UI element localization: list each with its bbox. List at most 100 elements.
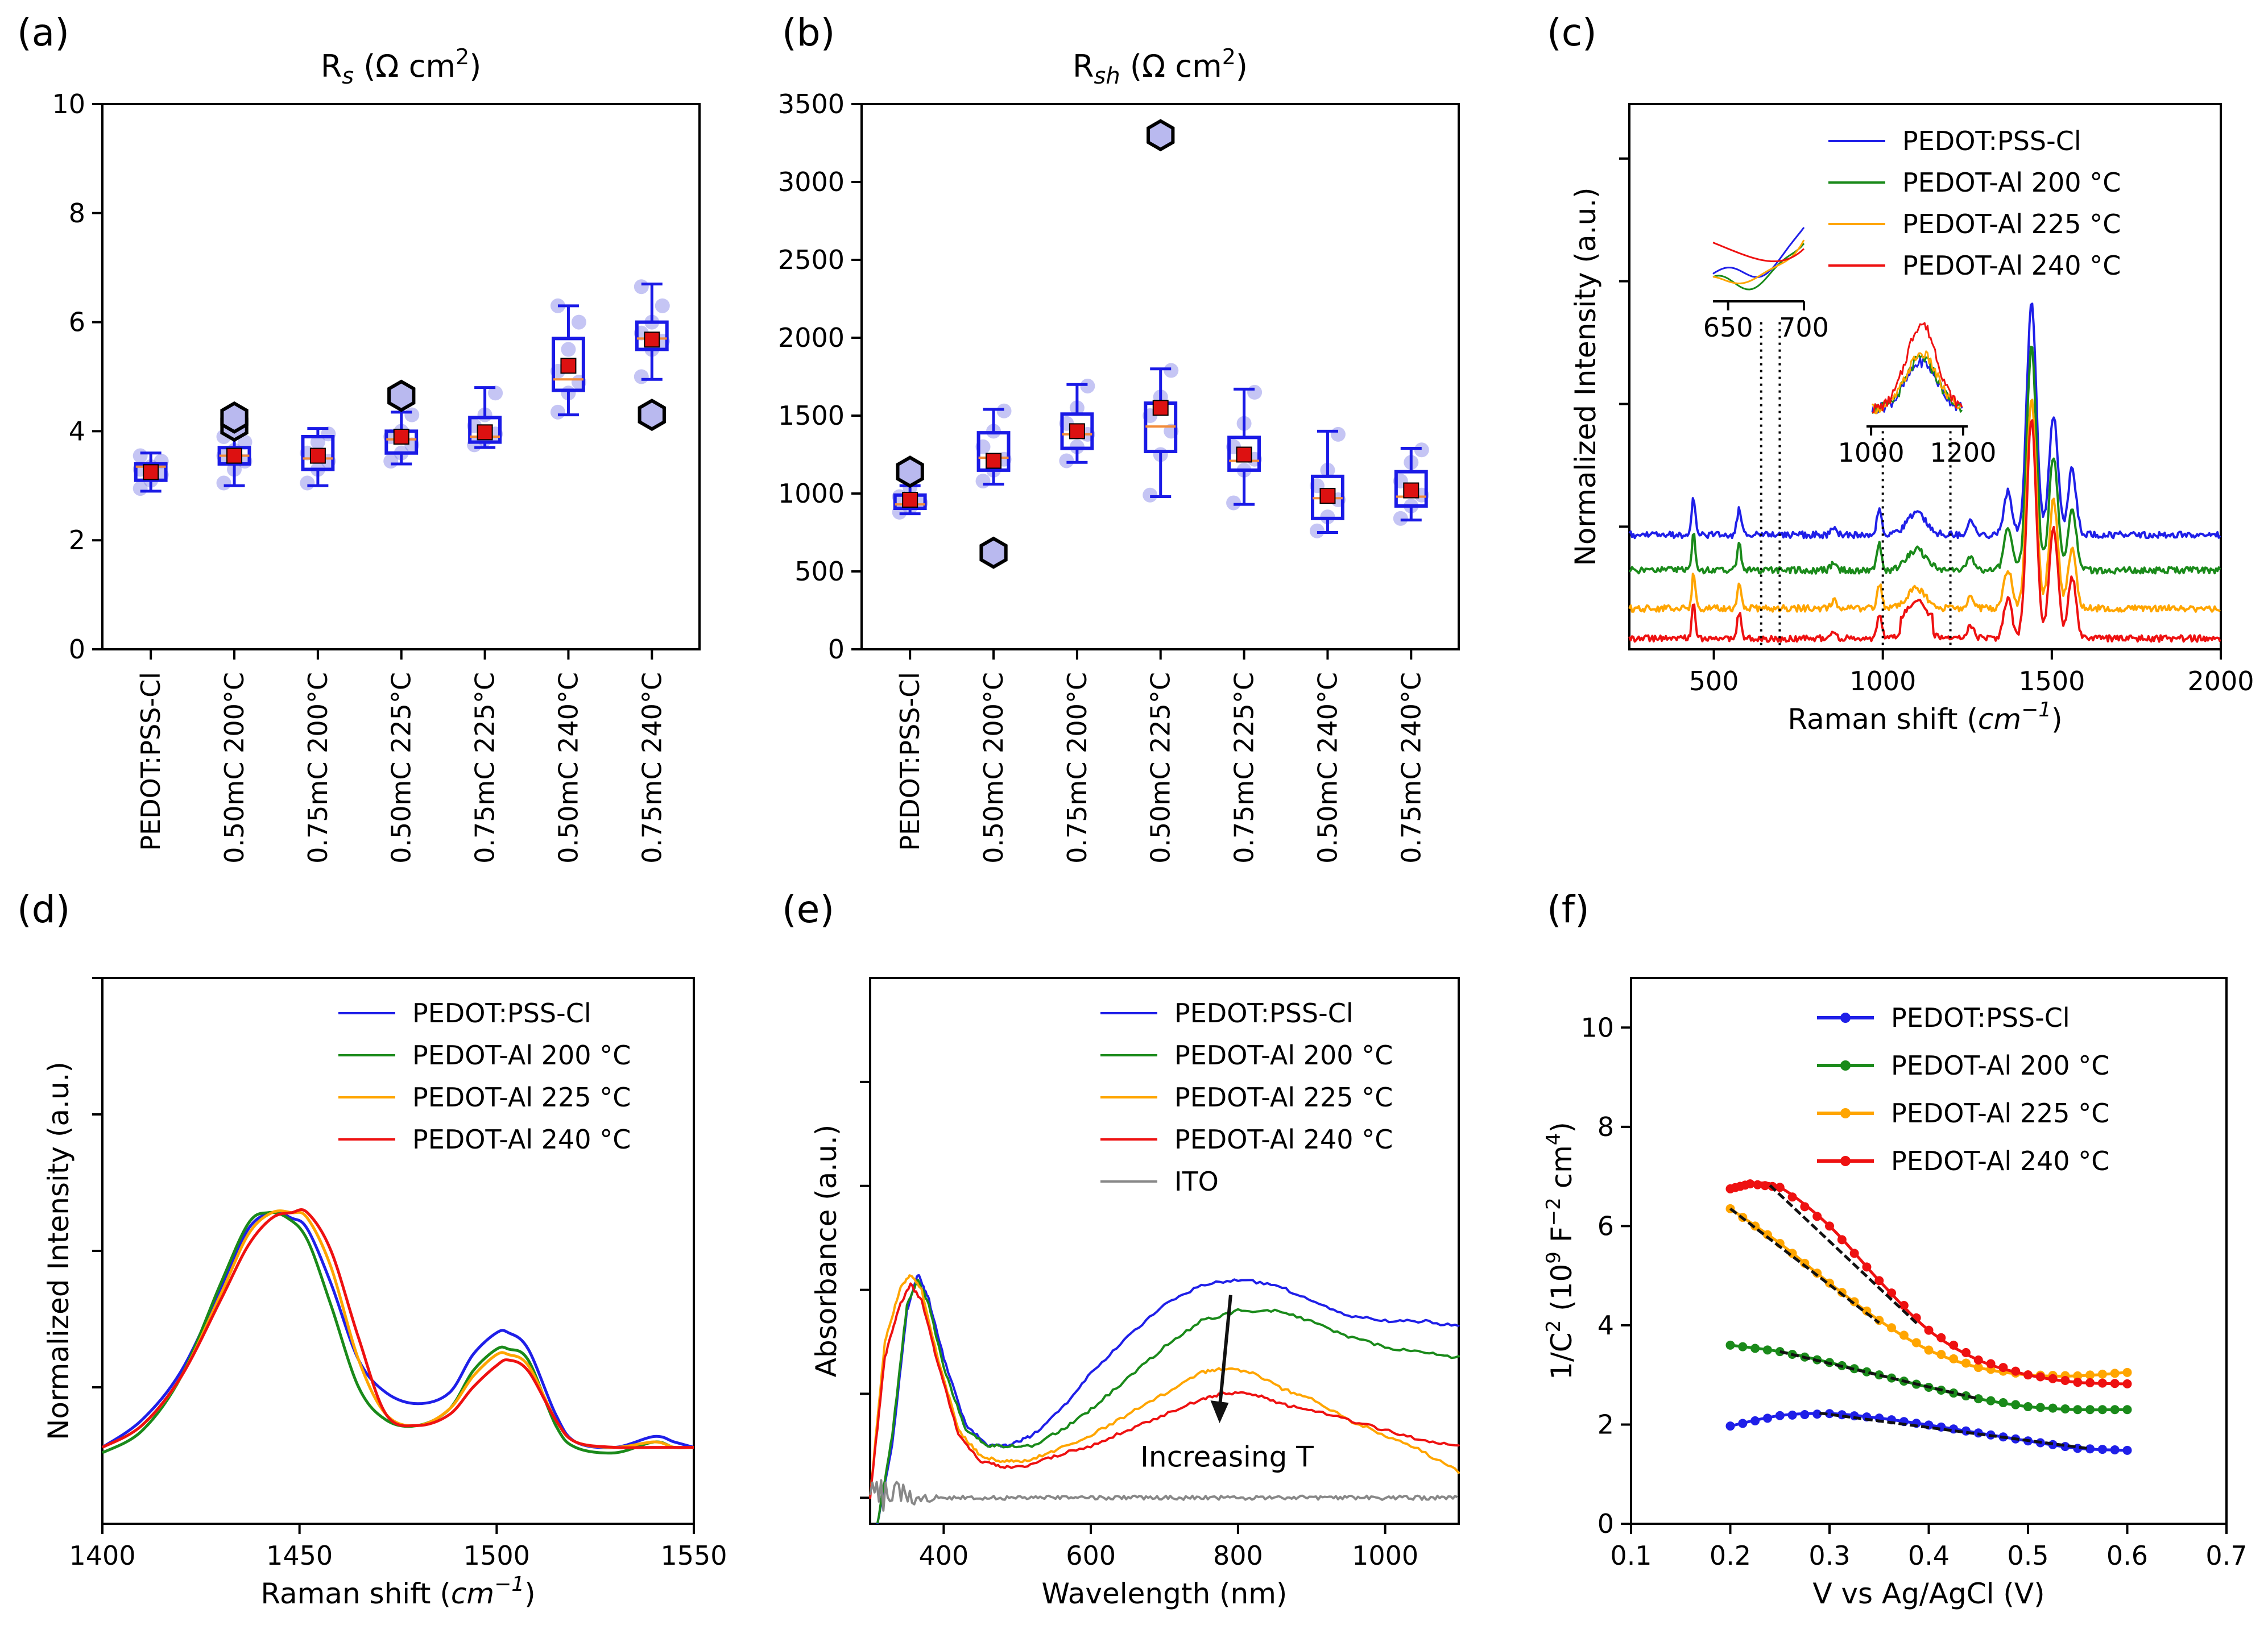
legend-entry: PEDOT-Al 240 °C	[1891, 1146, 2109, 1176]
y-tick-label: 0	[69, 634, 85, 665]
y-label-sup: 9	[1542, 1251, 1565, 1264]
series-marker	[1800, 1410, 1810, 1419]
series-marker	[2122, 1367, 2132, 1377]
y-tick-label: 3500	[778, 89, 845, 119]
category-label: 0.75mC 225°C	[470, 672, 500, 864]
x-tick-label: 0.6	[2106, 1540, 2148, 1571]
box	[134, 462, 168, 482]
series-marker	[2073, 1371, 2083, 1380]
legend-entry: PEDOT:PSS-Cl	[412, 998, 591, 1029]
data-point	[1393, 511, 1408, 526]
category-label: 0.75mC 225°C	[1229, 672, 1260, 864]
category-label: 0.50mC 200°C	[219, 672, 250, 864]
x-label-sup: −1	[494, 1573, 524, 1596]
legend-entry: PEDOT-Al 200 °C	[1891, 1050, 2109, 1081]
y-tick-label: 2	[69, 525, 85, 555]
legend-marker	[1840, 1156, 1851, 1166]
panel-c: (c) 500 1000 1500 2000 Raman shift (cm−1) Norm…	[1547, 11, 2254, 736]
data-point	[634, 279, 649, 295]
x-axis-label: Raman shift (cm−1)	[1787, 698, 2062, 736]
series-marker	[2060, 1404, 2070, 1413]
series-marker	[1753, 1180, 1762, 1189]
x-label-text: Wavelength (nm)	[1042, 1577, 1288, 1610]
mean-marker	[477, 424, 493, 441]
series-marker	[1949, 1340, 1959, 1350]
series-marker	[1936, 1333, 1946, 1342]
inset1-line	[1712, 243, 1805, 291]
series-marker	[1874, 1276, 1884, 1286]
mean-marker	[902, 491, 918, 508]
series-marker	[1800, 1202, 1810, 1212]
data-point	[237, 434, 253, 450]
x-label-unit: cm	[451, 1577, 494, 1610]
panel-f: (f) 0.1 0.2 0.3 0.4 0.5 0.6 0.7 0 2 4 6 8 10 V vs Ag/A…	[1542, 888, 2248, 1610]
y-label-sup: 2	[1542, 1320, 1565, 1333]
x-tick-label: 0.5	[2007, 1540, 2048, 1571]
series-marker	[2122, 1379, 2132, 1388]
category-label: 0.50mC 225°C	[1145, 672, 1176, 864]
spectrum-line	[1628, 399, 2221, 613]
y-axis-label: Absorbance (a.u.)	[810, 1125, 843, 1377]
series-marker	[1849, 1249, 1859, 1258]
data-point	[1414, 442, 1429, 458]
category-label: 0.75mC 200°C	[1062, 672, 1092, 864]
y-tick-label: 2500	[778, 244, 845, 275]
series-marker	[2110, 1405, 2120, 1415]
x-tick-label: 1000	[1352, 1540, 1418, 1571]
series-marker	[1998, 1363, 2008, 1373]
series-marker	[2073, 1405, 2083, 1415]
y-tick-label: 500	[794, 556, 845, 587]
x-label-close: )	[524, 1577, 536, 1610]
series-marker	[1949, 1354, 1959, 1363]
panel-title: Rsh (Ω cm2)	[1073, 44, 1248, 89]
mean-marker	[1319, 488, 1336, 504]
outlier-marker	[1147, 119, 1175, 152]
y-label-sup: 4	[1542, 1133, 1565, 1146]
plot-frame-c	[1628, 103, 2222, 650]
x-tick-label: 600	[1066, 1540, 1116, 1571]
box	[1060, 412, 1094, 450]
series-marker	[1787, 1410, 1797, 1420]
legend-entry: PEDOT-Al 225 °C	[1902, 209, 2121, 239]
series-marker	[1862, 1262, 1872, 1272]
series-marker	[1762, 1413, 1772, 1423]
legend-entry: PEDOT-Al 225 °C	[412, 1082, 631, 1113]
panel-label-d: (d)	[17, 888, 70, 931]
series-marker	[1762, 1230, 1772, 1239]
panel-label-a: (a)	[17, 11, 69, 55]
title-units: (Ω cm	[1130, 48, 1222, 84]
title-units: (Ω cm	[363, 48, 456, 84]
series-marker	[1750, 1344, 1760, 1353]
series-marker	[2110, 1445, 2120, 1454]
y-tick-label: 0	[1597, 1508, 1614, 1539]
x-tick-label: 400	[918, 1540, 969, 1571]
legend-marker	[1840, 1060, 1851, 1071]
panel-b: (b) 0 500 1000 1500 2000 2500 3000 3500 Rsh (Ω cm…	[778, 11, 1460, 864]
x-tick-label: 0.4	[1908, 1540, 1950, 1571]
plot-frame-e	[869, 977, 1460, 1525]
legend-entry: PEDOT-Al 240 °C	[1902, 250, 2121, 281]
legend-entry: ITO	[1174, 1166, 1219, 1197]
data-point	[310, 434, 325, 450]
y-tick-label: 0	[828, 634, 845, 665]
mean-marker	[1152, 400, 1169, 416]
x-axis-label: V vs Ag/AgCl (V)	[1812, 1577, 2044, 1610]
legend-marker	[1840, 1013, 1851, 1023]
annotation-text: Increasing T	[1140, 1440, 1314, 1473]
series-marker	[1887, 1323, 1897, 1333]
box	[976, 431, 1011, 472]
data-point	[571, 314, 586, 330]
category-label: 0.75mC 240°C	[636, 672, 667, 864]
y-label-part: F	[1545, 1226, 1578, 1251]
series-marker	[1986, 1396, 1996, 1406]
data-point	[1059, 453, 1074, 469]
series-line	[869, 1274, 1460, 1497]
panel-label-f: (f)	[1547, 888, 1590, 931]
inset2-line	[1872, 322, 1963, 413]
title-close: )	[1236, 48, 1248, 84]
data-point	[1080, 378, 1095, 393]
inset1-line	[1712, 227, 1805, 278]
box	[1394, 470, 1428, 508]
x-tick-label: 500	[1689, 666, 1739, 697]
